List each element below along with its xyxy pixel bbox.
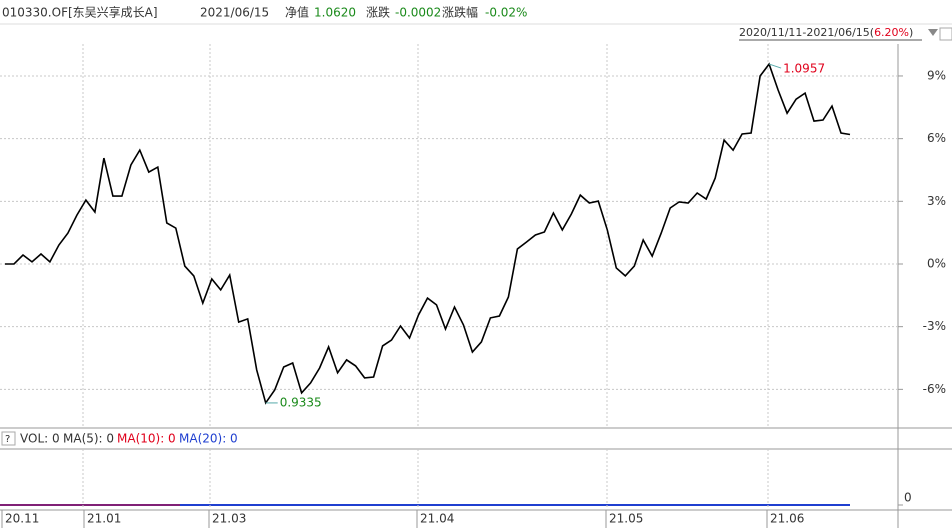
fund-code: 010330.OF[东吴兴享成长A] xyxy=(2,5,158,20)
x-tick-label: 21.04 xyxy=(420,512,454,526)
help-box[interactable] xyxy=(1,431,16,446)
max-pointer xyxy=(768,63,782,69)
ma20: MA(20): 0 xyxy=(179,432,238,446)
y-tick-label: 0% xyxy=(927,256,946,270)
change: -0.0002 xyxy=(395,6,441,20)
volume-tick-label: 0 xyxy=(904,491,912,505)
y-tick-label: -6% xyxy=(923,382,946,396)
x-tick-label: 21.03 xyxy=(212,512,246,526)
pct-label: 涨跌幅 xyxy=(442,5,478,20)
vol: VOL: 0 xyxy=(20,432,60,446)
range-prefix: 2020/11/11-2021/06/15( xyxy=(739,26,874,39)
x-tick-label: 21.05 xyxy=(609,512,643,526)
ma10: MA(10): 0 xyxy=(117,432,176,446)
panel-button[interactable] xyxy=(939,27,952,41)
x-tick-label: 21.06 xyxy=(770,512,804,526)
min-label: 0.9335 xyxy=(280,395,322,409)
x-tick-label: 21.01 xyxy=(87,512,121,526)
nav-label: 净值 xyxy=(285,5,309,20)
y-tick-label: -3% xyxy=(923,319,946,333)
dropdown-arrow[interactable] xyxy=(928,29,938,36)
max-label: 1.0957 xyxy=(783,62,825,76)
range-change: 6.20% xyxy=(874,26,909,39)
ma5: MA(5): 0 xyxy=(63,432,114,446)
range-suffix: ) xyxy=(909,26,913,39)
change-label: 涨跌 xyxy=(366,5,390,20)
pct: -0.02% xyxy=(485,6,527,20)
nav: 1.0620 xyxy=(314,6,356,20)
range: 2020/11/11-2021/06/15(6.20%) xyxy=(739,26,913,39)
help[interactable]: ? xyxy=(5,434,10,445)
nav-line xyxy=(5,62,851,405)
y-tick-label: 3% xyxy=(927,194,946,208)
date: 2021/06/15 xyxy=(200,6,269,20)
x-tick-label: 20.11 xyxy=(5,512,39,526)
y-tick-label: 9% xyxy=(927,68,946,82)
y-tick-label: 6% xyxy=(927,131,946,145)
